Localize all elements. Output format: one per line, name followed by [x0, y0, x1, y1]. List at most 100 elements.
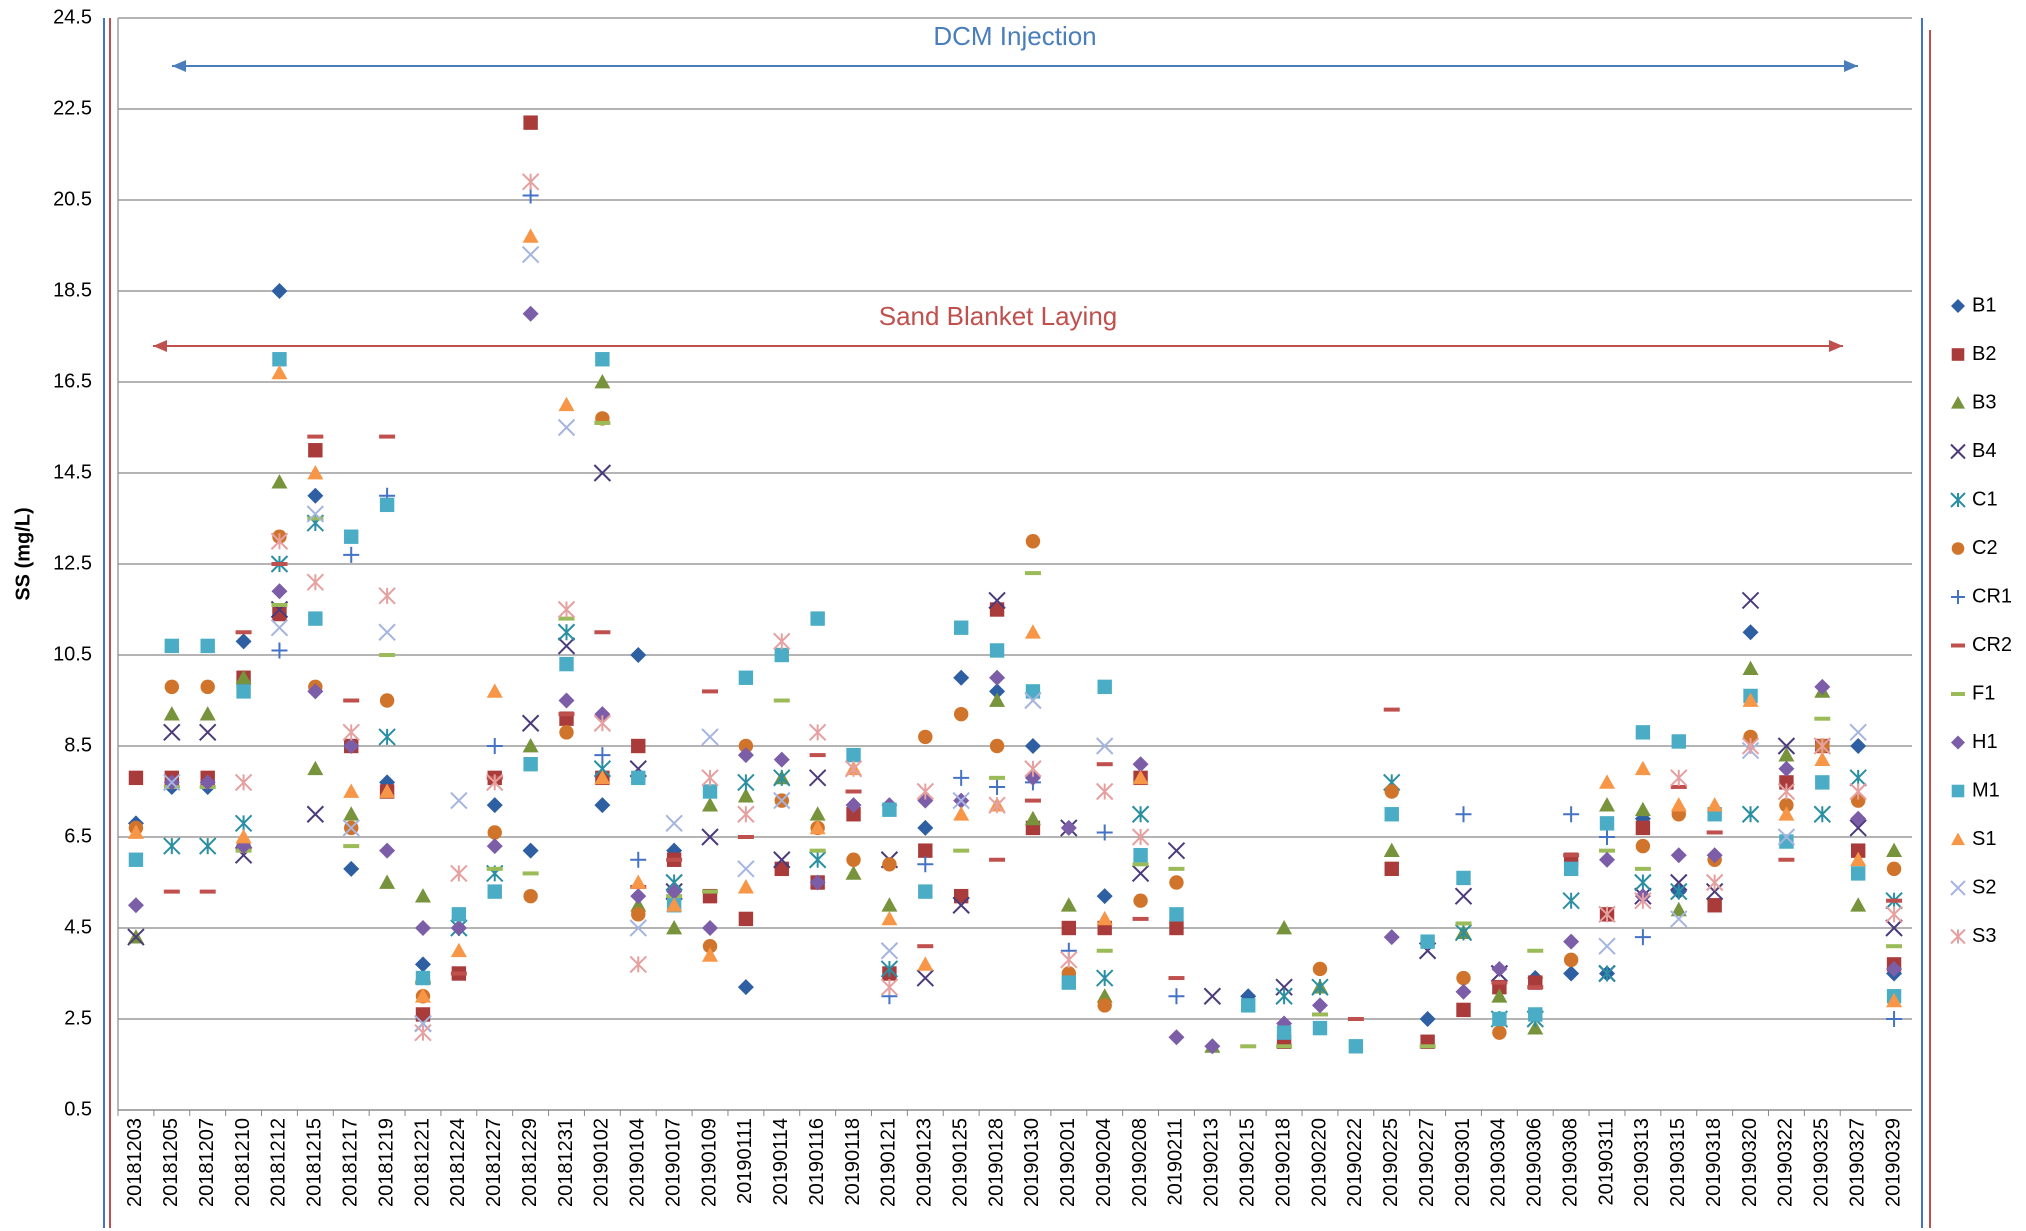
data-point [522, 228, 539, 243]
data-point [1849, 782, 1867, 801]
marker-part [164, 679, 180, 695]
data-point [629, 919, 647, 937]
marker-part [522, 228, 539, 243]
x-tick-label: 20181207 [196, 1118, 218, 1207]
data-point [163, 723, 181, 742]
data-point [127, 824, 144, 839]
marker-part [1950, 880, 1966, 896]
marker-part [989, 683, 1006, 700]
marker-part [630, 851, 647, 868]
data-point [1527, 1020, 1544, 1035]
marker-part [1706, 830, 1723, 835]
data-point [702, 797, 719, 812]
marker-part [1634, 929, 1651, 946]
data-point [1168, 866, 1185, 871]
data-point [1670, 769, 1688, 787]
marker-part [1024, 738, 1041, 754]
data-point [163, 837, 181, 855]
marker-part [1024, 798, 1041, 803]
marker-part [666, 857, 683, 862]
data-point [989, 778, 1006, 795]
x-tick-label: 20190130 [1021, 1118, 1043, 1207]
marker-part [880, 960, 899, 978]
marker-part [521, 714, 540, 732]
marker-part [1813, 805, 1832, 823]
data-point [1024, 738, 1041, 754]
data-point [342, 723, 360, 742]
data-point [414, 988, 431, 1003]
data-point [414, 1014, 432, 1033]
marker-part [773, 769, 791, 787]
data-point [1850, 843, 1866, 858]
marker-part [1168, 866, 1185, 871]
data-point [379, 693, 395, 708]
marker-part [1598, 937, 1616, 955]
marker-part [342, 819, 360, 837]
marker-part [378, 587, 396, 605]
legend-marker [1951, 832, 1965, 846]
data-point [737, 773, 755, 792]
marker-part [631, 770, 646, 786]
data-point [234, 773, 253, 792]
marker-part [271, 364, 288, 380]
marker-part [989, 643, 1005, 658]
marker-part [415, 1007, 431, 1022]
data-point [1527, 985, 1544, 990]
marker-part [199, 706, 216, 721]
data-point [343, 738, 360, 754]
data-point [1133, 893, 1148, 908]
marker-part [594, 747, 611, 764]
data-point [1527, 948, 1544, 953]
marker-part [1849, 819, 1867, 837]
data-point [271, 562, 288, 566]
data-point [450, 864, 468, 883]
marker-part [414, 988, 431, 1003]
x-tick-label: 20190227 [1416, 1118, 1438, 1207]
data-point [1850, 738, 1867, 754]
data-point [593, 464, 612, 482]
marker-part [1096, 888, 1113, 905]
data-point [1635, 838, 1651, 854]
marker-part [989, 775, 1006, 780]
legend-label: H1 [1972, 731, 1998, 753]
marker-part [1599, 829, 1616, 845]
data-point [414, 920, 431, 936]
y-axis-label: SS (mg/L) [12, 507, 34, 600]
marker-part [1311, 997, 1328, 1014]
data-point [737, 805, 755, 823]
data-point [307, 516, 324, 521]
data-point [557, 418, 576, 437]
data-point [414, 888, 431, 903]
data-point [917, 819, 934, 836]
marker-part [989, 738, 1005, 754]
data-point [1024, 624, 1041, 639]
data-point [271, 283, 288, 299]
marker-part [163, 723, 181, 742]
marker-part [1779, 775, 1794, 790]
data-point [666, 857, 683, 862]
data-point [486, 797, 503, 814]
data-point [594, 797, 611, 814]
marker-part [379, 434, 396, 439]
x-tick-label: 20181219 [375, 1118, 397, 1207]
marker-part [1598, 905, 1616, 924]
data-point [1778, 747, 1795, 762]
marker-part [989, 857, 1006, 862]
marker-part [1061, 920, 1077, 936]
marker-part [379, 693, 395, 708]
data-point [880, 960, 899, 978]
marker-part [1813, 737, 1832, 755]
marker-part [1743, 729, 1758, 745]
data-point [1741, 805, 1760, 823]
data-point [343, 806, 360, 821]
marker-part [1492, 1025, 1507, 1040]
data-point [1276, 920, 1293, 935]
x-tick-label: 20190102 [591, 1118, 613, 1207]
data-point [1275, 987, 1293, 1005]
data-point [595, 352, 610, 367]
data-point [1168, 988, 1185, 1005]
x-tick-label: 20181229 [519, 1118, 541, 1207]
data-point [1742, 624, 1759, 641]
data-point [272, 352, 287, 367]
data-point [1850, 810, 1867, 827]
